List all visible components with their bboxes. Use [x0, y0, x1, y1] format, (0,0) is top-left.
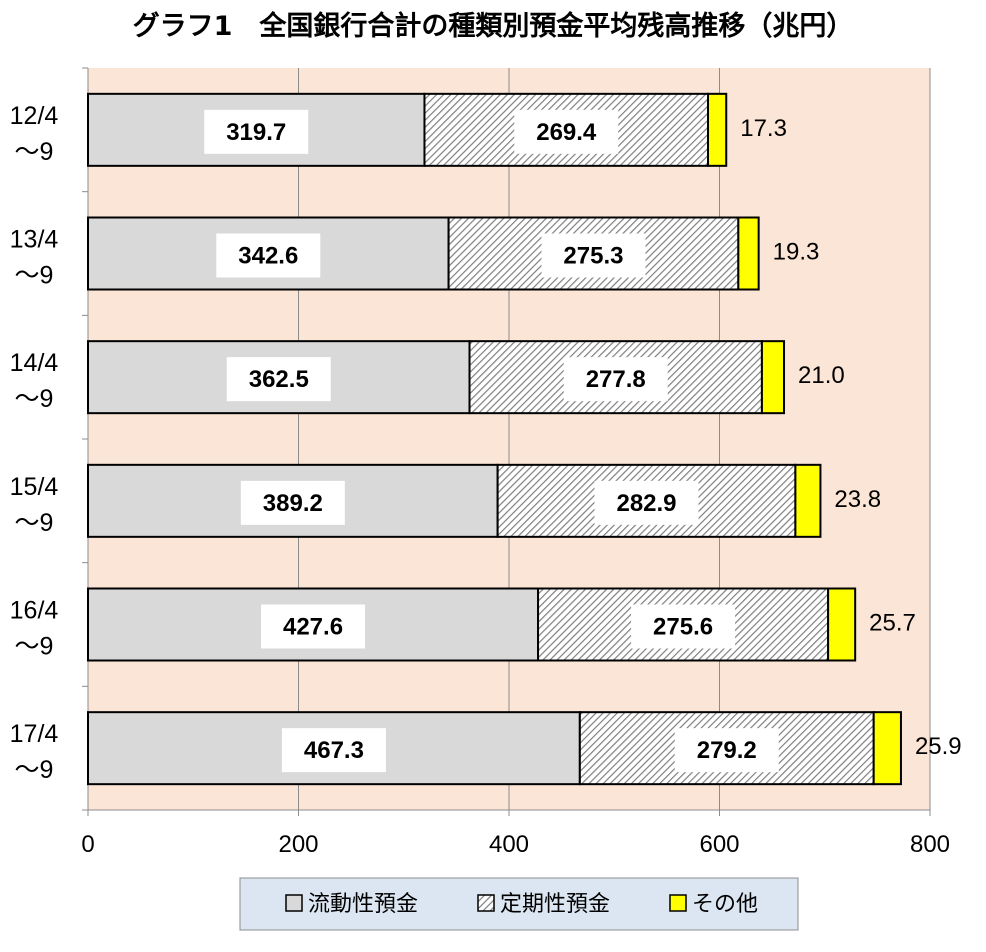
data-label-box	[514, 109, 619, 154]
data-label-box	[563, 357, 668, 402]
bar-segment	[794, 463, 822, 538]
legend-swatch	[285, 894, 303, 912]
data-label: 19.3	[773, 239, 820, 266]
category-label: 13/4	[10, 226, 59, 254]
bar-segment	[707, 92, 728, 167]
data-label: 275.3	[563, 243, 623, 270]
legend-label: その他	[692, 892, 758, 917]
data-label-box	[541, 233, 646, 278]
data-label-box	[240, 480, 345, 525]
data-label: 467.3	[304, 737, 364, 764]
data-label: 427.6	[283, 614, 343, 641]
data-label: 342.6	[238, 243, 298, 270]
legend-label: 流動性預金	[308, 892, 418, 917]
data-label: 21.0	[798, 362, 845, 389]
category-label: ～9	[15, 756, 54, 784]
data-label: 282.9	[616, 490, 676, 517]
data-label: 275.6	[653, 614, 713, 641]
bar-segment	[737, 216, 760, 291]
data-label: 362.5	[249, 366, 309, 393]
x-tick-label: 400	[489, 831, 529, 858]
legend-swatch	[669, 894, 687, 912]
data-label-box	[281, 728, 386, 773]
category-label: 12/4	[10, 102, 59, 130]
category-label: 15/4	[10, 473, 59, 501]
labels: 12/4 ～9 319.7 269.4 17.3 13/4 ～9 342.6 275.3 19.3…	[10, 102, 962, 784]
x-tick-label: 200	[278, 831, 318, 858]
x-tick-label: 600	[699, 831, 739, 858]
x-tick-label: 800	[910, 831, 950, 858]
bar-segment	[827, 587, 857, 662]
data-label: 269.4	[536, 119, 597, 146]
bar-segment	[760, 340, 786, 415]
legend-box	[239, 877, 799, 931]
legend-label: 定期性預金	[500, 892, 610, 917]
data-label-box	[226, 357, 331, 402]
axes: 0 200 400 600 800	[81, 67, 950, 858]
category-label: 17/4	[10, 720, 59, 748]
bar-segment	[872, 711, 902, 786]
legend-swatch	[477, 894, 495, 912]
data-label: 319.7	[226, 119, 286, 146]
x-tick-label: 0	[81, 831, 94, 858]
data-label-box	[594, 480, 699, 525]
category-label: 14/4	[10, 349, 59, 377]
category-label: ～9	[15, 138, 54, 166]
data-label: 25.7	[869, 610, 916, 637]
data-label-box	[674, 728, 779, 773]
data-label: 389.2	[263, 490, 323, 517]
category-label: ～9	[15, 509, 54, 537]
data-label-box	[261, 604, 366, 649]
data-label: 17.3	[740, 115, 787, 142]
data-label: 23.8	[834, 486, 881, 513]
data-label: 277.8	[586, 366, 646, 393]
chart-title: グラフ1 全国銀行合計の種類別預金平均残高推移（兆円）	[132, 11, 854, 42]
data-label-box	[216, 233, 321, 278]
category-label: ～9	[15, 262, 54, 290]
data-label-box	[631, 604, 736, 649]
data-label: 25.9	[915, 733, 962, 760]
legend: 流動性預金 定期性預金 その他	[239, 877, 799, 931]
data-label-box	[204, 109, 309, 154]
category-label: 16/4	[10, 597, 59, 625]
data-label: 279.2	[697, 737, 757, 764]
category-label: ～9	[15, 633, 54, 661]
category-label: ～9	[15, 385, 54, 413]
